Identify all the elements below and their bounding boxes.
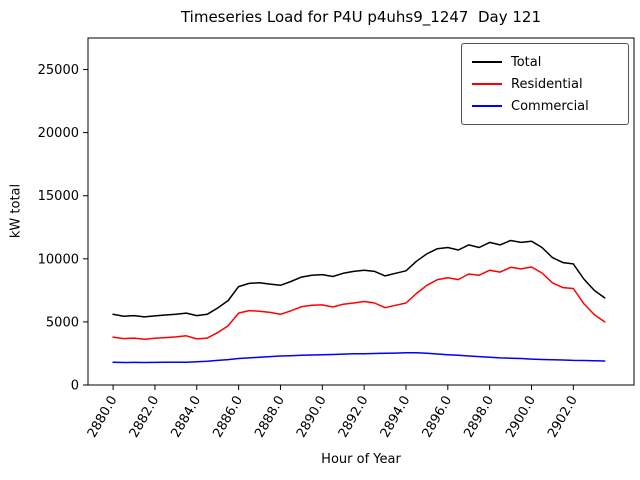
svg-text:5000: 5000 — [46, 315, 79, 330]
svg-text:15000: 15000 — [38, 189, 79, 204]
svg-text:2898.0: 2898.0 — [461, 393, 497, 440]
svg-text:25000: 25000 — [38, 63, 79, 78]
svg-text:0: 0 — [71, 379, 79, 394]
svg-text:10000: 10000 — [38, 252, 79, 267]
svg-text:2886.0: 2886.0 — [210, 394, 246, 441]
legend-item-residential: Residential — [472, 73, 618, 95]
legend-item-commercial: Commercial — [472, 95, 618, 117]
legend-swatch — [472, 61, 502, 63]
svg-text:2888.0: 2888.0 — [252, 394, 288, 441]
svg-text:2892.0: 2892.0 — [336, 394, 372, 441]
x-axis-label: Hour of Year — [321, 452, 401, 467]
chart-title: Timeseries Load for P4U p4uhs9_1247 Day … — [180, 8, 542, 26]
legend-swatch — [472, 105, 502, 107]
svg-text:2896.0: 2896.0 — [420, 394, 456, 441]
legend-label: Total — [511, 54, 542, 70]
legend: Total Residential Commercial — [461, 43, 629, 125]
legend-label: Residential — [511, 76, 583, 92]
svg-text:2902.0: 2902.0 — [545, 394, 581, 441]
svg-text:2880.0: 2880.0 — [85, 394, 121, 441]
svg-text:2882.0: 2882.0 — [127, 394, 163, 441]
svg-text:2884.0: 2884.0 — [169, 394, 205, 441]
legend-item-total: Total — [472, 51, 618, 73]
svg-text:2894.0: 2894.0 — [378, 394, 414, 441]
svg-text:20000: 20000 — [38, 126, 79, 141]
svg-text:2890.0: 2890.0 — [294, 394, 330, 441]
legend-swatch — [472, 83, 502, 85]
svg-text:2900.0: 2900.0 — [503, 394, 539, 441]
legend-label: Commercial — [511, 98, 589, 114]
